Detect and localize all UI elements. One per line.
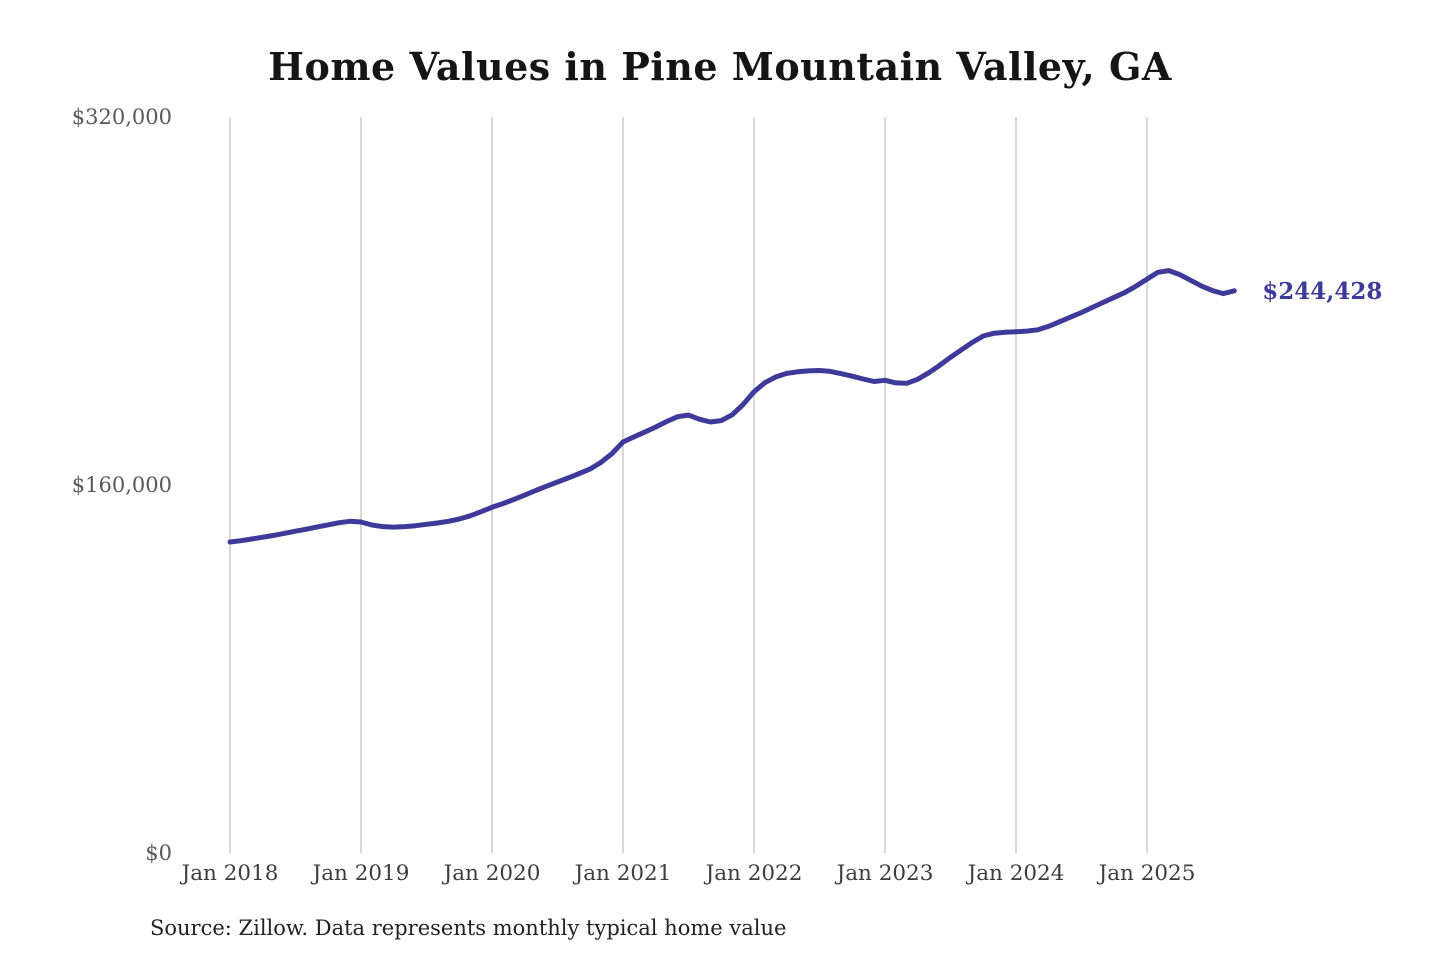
- y-axis-tick-labels: $0 $160,000 $320,000: [72, 105, 172, 865]
- x-tick-label: Jan 2025: [1097, 861, 1196, 886]
- x-tick-label: Jan 2019: [311, 861, 410, 886]
- y-tick-label: $320,000: [72, 105, 172, 129]
- x-tick-label: Jan 2021: [573, 861, 672, 886]
- chart-title: Home Values in Pine Mountain Valley, GA: [268, 44, 1172, 89]
- source-note: Source: Zillow. Data represents monthly …: [150, 916, 787, 940]
- x-tick-label: Jan 2023: [835, 861, 934, 886]
- home-value-series-line: [227, 268, 1237, 545]
- x-tick-label: Jan 2020: [442, 861, 541, 886]
- x-tick-label: Jan 2018: [180, 861, 279, 886]
- y-tick-label: $0: [145, 841, 172, 865]
- x-axis-tick-labels: Jan 2018 Jan 2019 Jan 2020 Jan 2021 Jan 2022…: [180, 861, 1196, 886]
- x-tick-label: Jan 2024: [966, 861, 1065, 886]
- gridlines: [229, 117, 1148, 853]
- x-tick-label: Jan 2022: [704, 861, 803, 886]
- y-tick-label: $160,000: [72, 473, 172, 497]
- latest-value-label: $244,428: [1262, 278, 1382, 305]
